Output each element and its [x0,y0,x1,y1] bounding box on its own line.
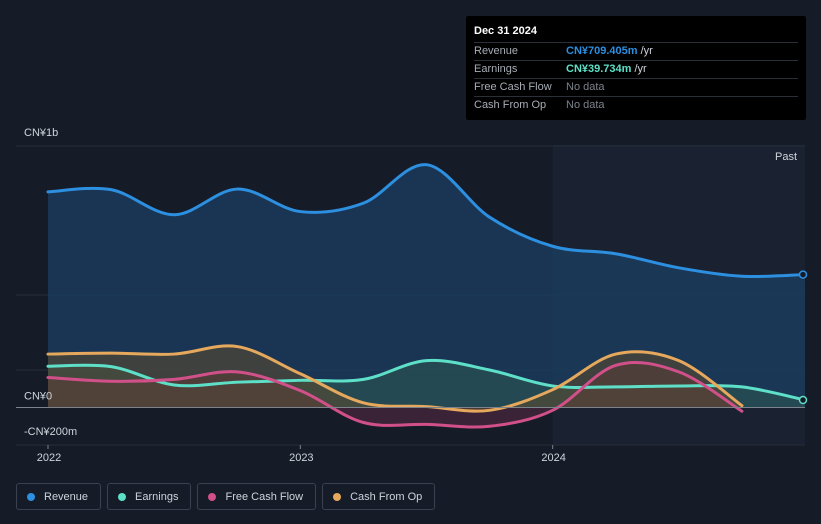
legend-item-cash-from-op[interactable]: Cash From Op [322,483,436,510]
cash-from-op-area [48,345,742,412]
tooltip-value-earnings: CN¥39.734m [566,63,632,75]
tooltip-value-cfo: No data [566,99,605,111]
cash-from-op-dot-icon [333,492,342,501]
legend-label: Revenue [44,490,89,503]
tooltip-label: Free Cash Flow [474,81,552,93]
series-endpoints [798,270,808,405]
legend-label: Cash From Op [350,490,423,503]
cash-from-op-line [46,344,744,413]
tooltip-date: Dec 31 2024 [474,25,537,37]
legend-item-free-cash-flow[interactable]: Free Cash Flow [197,483,317,510]
legend: Revenue Earnings Free Cash Flow Cash Fro… [16,483,436,510]
revenue-endpoint [798,270,808,279]
tooltip-value-fcf: No data [566,81,605,93]
x-tick-label: 2024 [541,452,565,464]
earnings-endpoint [798,395,808,405]
tooltip-row-earnings: Earnings CN¥39.734m /yr [474,60,798,78]
y-axis-top-label: CN¥1b [24,127,58,139]
data-tooltip: Dec 31 2024 Revenue CN¥709.405m /yr Earn… [466,16,806,120]
tooltip-row-fcf: Free Cash Flow No data [474,78,798,96]
tooltip-value-revenue: CN¥709.405m [566,45,638,57]
earnings-dot-icon [118,492,127,501]
legend-item-revenue[interactable]: Revenue [16,483,102,510]
x-axis-ticks: 2022 2023 2024 [37,445,566,464]
series-lines [46,163,807,429]
legend-item-earnings[interactable]: Earnings [107,483,192,510]
tooltip-unit: /yr [631,63,647,75]
tooltip-unit: /yr [637,45,653,57]
y-axis-bottom-label: -CN¥200m [24,426,77,438]
x-tick-label: 2022 [37,452,61,464]
x-tick-label: 2023 [289,452,313,464]
revenue-dot-icon [27,492,35,501]
y-axis-zero-label: CN¥0 [24,391,52,403]
tooltip-row-revenue: Revenue CN¥709.405m /yr [474,42,798,60]
tooltip-label: Cash From Op [474,99,547,111]
free-cash-flow-dot-icon [208,492,217,501]
free-cash-flow-line [46,360,744,429]
past-label: Past [775,151,797,163]
revenue-line [46,163,807,279]
legend-label: Free Cash Flow [225,490,304,503]
legend-label: Earnings [135,490,179,503]
tooltip-label: Revenue [474,45,519,57]
tooltip-label: Earnings [474,63,518,75]
tooltip-row-cfo: Cash From Op No data [474,96,798,114]
earnings-line [46,358,807,402]
